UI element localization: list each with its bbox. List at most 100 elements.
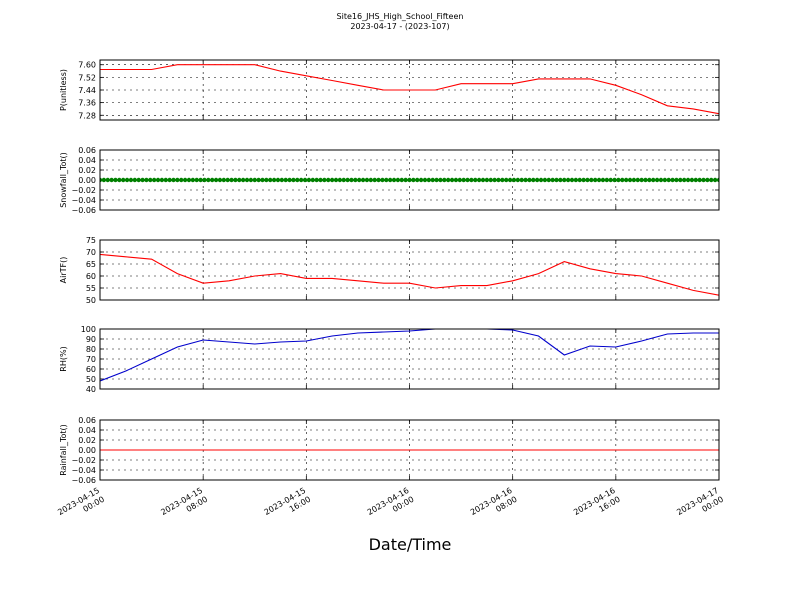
data-point: [380, 177, 385, 183]
data-point: [612, 177, 617, 183]
series-line: [100, 64, 719, 115]
data-point: [213, 177, 219, 183]
y-tick-label: 0.02: [78, 436, 96, 445]
data-point: [519, 177, 524, 183]
data-point: [685, 177, 691, 183]
data-point: [105, 177, 110, 183]
data-point: [693, 177, 698, 183]
y-tick-label: 50: [86, 296, 96, 305]
data-point: [666, 177, 671, 183]
data-point: [310, 177, 315, 183]
data-point: [488, 177, 493, 183]
y-tick-label: 60: [86, 272, 96, 281]
data-point: [554, 177, 559, 183]
chart-panel: 0.060.040.020.00−0.02−0.04−0.06Rainfall_…: [59, 416, 720, 485]
data-point: [100, 177, 103, 183]
data-point: [268, 177, 273, 183]
y-axis-label: Rainfall_Tot(): [59, 424, 68, 476]
data-point: [418, 177, 424, 183]
data-point: [167, 177, 172, 183]
data-point: [616, 177, 621, 183]
data-point: [445, 177, 451, 183]
data-point: [573, 177, 579, 183]
y-tick-label: 75: [86, 236, 96, 245]
data-point: [635, 177, 640, 183]
y-tick-label: 7.44: [78, 86, 96, 95]
data-point: [569, 177, 575, 183]
data-point: [631, 177, 637, 183]
y-axis-label: AirTF(): [59, 257, 68, 284]
data-point: [337, 177, 343, 183]
data-point: [593, 177, 598, 183]
data-point: [647, 177, 652, 183]
data-point: [329, 177, 335, 183]
data-point: [712, 177, 718, 183]
y-axis-label: P(unitless): [59, 69, 68, 111]
data-point: [345, 177, 350, 183]
data-point: [589, 177, 594, 183]
data-point: [453, 177, 459, 183]
data-point: [608, 177, 613, 183]
data-point: [140, 177, 145, 183]
data-point: [171, 177, 176, 183]
x-axis-label: Date/Time: [369, 535, 452, 554]
data-point: [283, 177, 288, 183]
data-point: [372, 177, 377, 183]
data-point: [221, 177, 226, 183]
y-tick-label: 0.00: [78, 176, 96, 185]
data-point: [643, 177, 648, 183]
data-point: [256, 177, 261, 183]
data-point: [101, 177, 107, 183]
data-point: [376, 177, 381, 183]
data-point: [480, 177, 486, 183]
data-point: [596, 177, 602, 183]
data-point: [163, 177, 168, 183]
data-point: [523, 177, 528, 183]
data-point: [198, 177, 203, 183]
data-point: [531, 177, 536, 183]
data-point: [322, 177, 327, 183]
data-point: [627, 177, 633, 183]
data-point: [674, 177, 679, 183]
data-point: [581, 177, 586, 183]
data-point: [148, 177, 153, 183]
data-point: [384, 177, 389, 183]
data-point: [318, 177, 323, 183]
data-point: [121, 177, 126, 183]
plot-frame: [99, 419, 720, 481]
y-tick-label: 65: [86, 260, 96, 269]
data-point: [229, 177, 234, 183]
y-tick-label: 70: [86, 355, 96, 364]
data-point: [681, 177, 687, 183]
plot-frame: [99, 59, 720, 121]
data-point: [202, 177, 207, 183]
y-tick-label: 0.06: [78, 416, 96, 425]
data-point: [209, 177, 215, 183]
data-point: [159, 177, 165, 183]
data-point: [357, 177, 362, 183]
y-axis-label: Snowfall_Tot(): [59, 152, 68, 208]
data-point: [500, 177, 505, 183]
y-tick-label: 50: [86, 375, 96, 384]
data-point: [124, 177, 130, 183]
data-point: [287, 177, 292, 183]
data-point: [658, 177, 664, 183]
data-point: [461, 177, 466, 183]
chart-panel: 7.60 7.52 7.44 7.36 7.28 P(unitless): [59, 59, 720, 121]
data-point: [109, 177, 114, 183]
data-point: [542, 177, 548, 183]
data-point: [705, 177, 710, 183]
data-point: [422, 177, 428, 183]
data-point: [534, 177, 540, 183]
plot-frame: [99, 239, 720, 301]
y-tick-label: 7.52: [78, 73, 96, 82]
data-point: [620, 177, 625, 183]
data-point: [697, 177, 702, 183]
data-point: [136, 177, 141, 183]
data-point: [527, 177, 532, 183]
data-point: [415, 177, 420, 183]
data-point: [360, 177, 366, 183]
data-point: [175, 177, 180, 183]
